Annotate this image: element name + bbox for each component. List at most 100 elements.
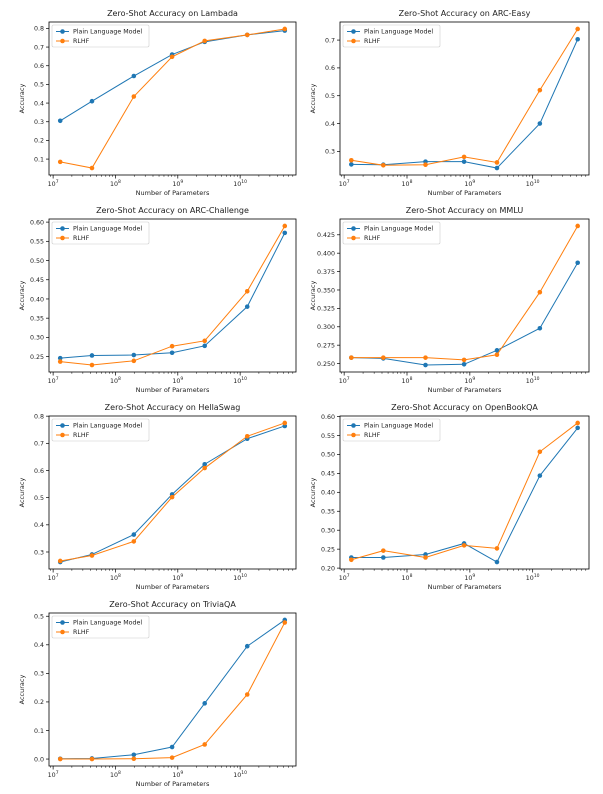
y-tick-label: 0.425 [317, 232, 335, 239]
chart-title: Zero-Shot Accuracy on OpenBookQA [391, 403, 538, 412]
y-tick-label: 0.45 [321, 471, 335, 478]
y-tick-label: 0.5 [34, 614, 44, 621]
x-tick-exponent: 8 [410, 573, 413, 579]
data-point-rlhf [202, 338, 207, 344]
data-point-rlhf [244, 288, 250, 294]
x-tick-label: 108 [402, 573, 413, 582]
legend-marker [60, 629, 65, 635]
chart-panel: Zero-Shot Accuracy on MMLU 0.250 0.275 0.30… [309, 206, 590, 394]
legend: Plain Language Model RLHF [51, 615, 150, 639]
chart-title: Zero-Shot Accuracy on Lambada [107, 9, 238, 18]
y-tick-label: 0.50 [321, 452, 335, 459]
data-point-rlhf [169, 494, 175, 500]
data-point-plain [57, 118, 63, 124]
x-tick-exponent: 9 [180, 770, 183, 776]
series-line-rlhf [351, 422, 578, 561]
data-point-plain [131, 752, 137, 758]
x-tick-base: 10 [233, 378, 241, 385]
data-point-plain [575, 260, 580, 266]
legend-box [342, 24, 441, 48]
x-axis-label: Number of Parameters [136, 386, 210, 394]
x-axis-label: Number of Parameters [136, 583, 210, 591]
data-point-plain [494, 559, 500, 565]
data-point-rlhf [381, 548, 386, 553]
y-tick-label: 0.7 [34, 44, 44, 51]
data-point-rlhf [131, 756, 137, 762]
x-tick-exponent: 9 [180, 376, 183, 382]
data-point-rlhf [89, 362, 95, 368]
y-tick-label: 0.3 [34, 119, 44, 126]
data-point-rlhf [57, 558, 63, 564]
x-tick-base: 10 [464, 575, 472, 582]
legend-marker [60, 432, 65, 438]
data-point-plain [131, 352, 137, 358]
y-tick-label: 0.325 [317, 306, 335, 313]
x-tick-exponent: 9 [472, 179, 475, 185]
y-axis-label: Accuracy [309, 281, 317, 311]
x-tick-base: 10 [48, 575, 56, 582]
data-point-plain [349, 162, 354, 167]
x-tick-label: 108 [110, 770, 121, 779]
y-tick-label: 0.3 [34, 671, 44, 678]
data-point-plain [202, 701, 207, 706]
data-point-rlhf [349, 557, 354, 563]
x-tick-base: 10 [172, 772, 180, 779]
y-tick-label: 0.8 [34, 413, 44, 420]
chart-panel: Zero-Shot Accuracy on TriviaQA 0.0 0.1 0.2 0… [18, 600, 297, 788]
data-point-rlhf [494, 352, 500, 358]
data-point-rlhf [461, 154, 467, 160]
legend-marker [351, 423, 356, 428]
series-line-plain [60, 619, 286, 760]
chart-panel: Zero-Shot Accuracy on ARC-Challenge 0.25 0… [18, 206, 297, 394]
x-tick-exponent: 10 [241, 770, 247, 776]
data-point-rlhf [575, 26, 580, 32]
data-point-plain [89, 98, 95, 104]
y-tick-label: 0.30 [30, 335, 44, 342]
y-tick-label: 0.40 [321, 490, 335, 497]
data-point-plain [494, 348, 500, 353]
legend: Plain Language Model RLHF [51, 24, 150, 48]
y-axis-label: Accuracy [309, 478, 317, 508]
data-point-rlhf [575, 420, 580, 426]
legend-label: Plain Language Model [73, 620, 142, 627]
y-tick-label: 0.2 [34, 138, 44, 145]
data-point-rlhf [381, 162, 386, 168]
legend-label: Plain Language Model [364, 226, 433, 233]
data-point-plain [131, 532, 137, 537]
x-tick-base: 10 [339, 575, 347, 582]
legend-marker [351, 38, 356, 44]
y-tick-label: 0.3 [34, 549, 44, 556]
x-tick-base: 10 [526, 575, 534, 582]
x-tick-base: 10 [233, 772, 241, 779]
x-tick-exponent: 7 [347, 573, 350, 579]
x-tick-base: 10 [110, 772, 118, 779]
y-tick-label: 0.4 [34, 642, 44, 649]
legend-marker [60, 226, 65, 231]
x-tick-label: 109 [464, 179, 475, 188]
x-tick-exponent: 10 [241, 179, 247, 185]
y-axis-label: Accuracy [18, 281, 26, 311]
data-point-plain [461, 159, 467, 164]
x-tick-base: 10 [402, 575, 410, 582]
x-tick-exponent: 8 [410, 179, 413, 185]
data-point-plain [575, 425, 580, 431]
y-tick-label: 0.50 [30, 258, 44, 265]
x-tick-exponent: 10 [241, 376, 247, 382]
x-tick-label: 1010 [233, 179, 247, 188]
x-tick-exponent: 7 [56, 573, 59, 579]
data-point-rlhf [169, 54, 175, 60]
x-tick-exponent: 10 [241, 573, 247, 579]
data-point-rlhf [244, 433, 250, 439]
x-tick-exponent: 8 [118, 573, 121, 579]
data-point-rlhf [381, 355, 386, 360]
data-point-plain [89, 353, 95, 358]
x-tick-base: 10 [402, 378, 410, 385]
data-point-rlhf [494, 546, 500, 551]
x-tick-label: 109 [172, 573, 183, 582]
x-tick-label: 1010 [526, 573, 540, 582]
x-tick-exponent: 9 [472, 573, 475, 579]
series-line-rlhf [351, 225, 579, 361]
x-tick-exponent: 7 [347, 376, 350, 382]
y-tick-label: 0.0 [34, 756, 44, 763]
data-point-rlhf [89, 165, 95, 171]
